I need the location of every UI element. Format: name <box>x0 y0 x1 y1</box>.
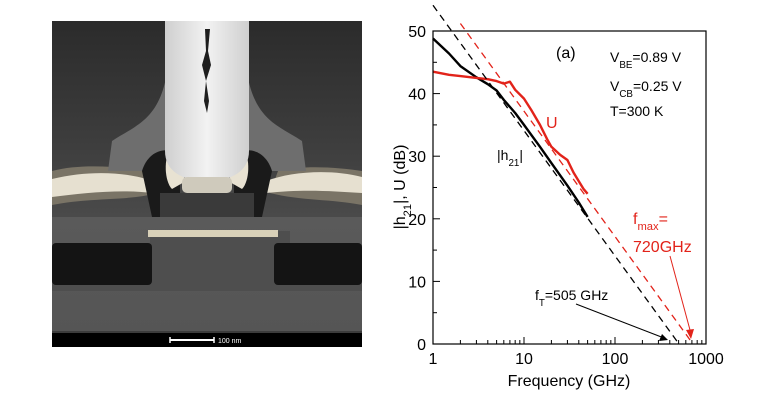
chart-series-layer <box>432 4 694 345</box>
chart-ticks-layer: 1 10 100 1000 0 10 20 30 40 50 <box>408 24 724 368</box>
series-line-h21-extrapolation <box>432 4 680 345</box>
x-tick-label: 100 <box>602 351 629 368</box>
ft-annotation: fT=505 GHz <box>535 287 608 309</box>
x-tick-label: 1000 <box>688 351 724 368</box>
fmax-arrowhead <box>686 329 694 339</box>
panel-label: (a) <box>556 45 576 62</box>
y-tick-label: 0 <box>417 337 426 354</box>
fmax-annotation-line1: fmax= <box>633 211 668 233</box>
y-tick-label: 40 <box>408 87 426 104</box>
y-tick-label: 30 <box>408 149 426 166</box>
y-axis-title: |h21|, U (dB) <box>392 145 414 230</box>
series-line-u <box>432 70 589 195</box>
fmax-arrow <box>669 255 691 331</box>
condition-vcb: VCB=0.25 V <box>610 78 682 100</box>
x-tick-label: 10 <box>515 351 533 368</box>
y-tick-label: 50 <box>408 24 426 41</box>
y-tick-label: 20 <box>408 212 426 229</box>
ft-arrow <box>575 303 665 339</box>
ft-arrowhead <box>659 334 668 341</box>
condition-temperature: T=300 K <box>610 103 664 119</box>
series-line-u-extrapolation <box>459 23 694 345</box>
x-axis-title: Frequency (GHz) <box>508 373 631 390</box>
scale-bar-label: 100 nm <box>218 338 242 345</box>
tem-micrograph-image: 100 nm <box>52 21 362 347</box>
series-label-h21: |h21| <box>497 147 523 169</box>
fmax-annotation-line2: 720GHz <box>633 239 692 256</box>
x-tick-label: 1 <box>429 351 438 368</box>
series-label-u: U <box>546 115 558 132</box>
condition-vbe: VBE=0.89 V <box>610 49 682 71</box>
tem-micrograph: 100 nm <box>52 21 362 347</box>
series-line-h21 <box>432 37 589 218</box>
y-tick-label: 10 <box>408 274 426 291</box>
